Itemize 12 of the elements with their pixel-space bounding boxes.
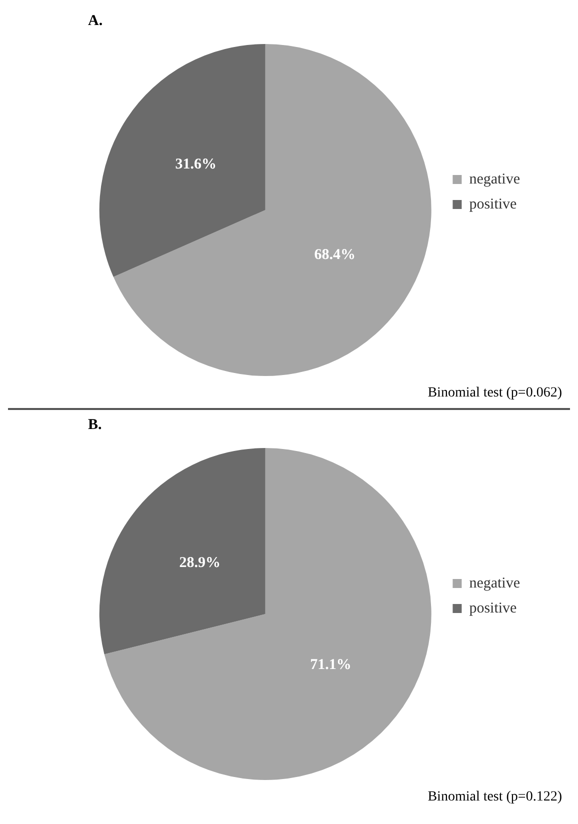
data-label: 71.1% <box>310 656 352 673</box>
data-label: 31.6% <box>175 156 216 173</box>
data-label: 68.4% <box>314 247 356 264</box>
text: Binomial test (p=0.062) <box>428 386 562 401</box>
legend-label: positive <box>469 196 518 212</box>
legend-label: negative <box>469 575 520 592</box>
data-label: 28.9% <box>179 554 221 571</box>
chart-title: B. <box>88 416 102 433</box>
legend-label: negative <box>469 171 520 188</box>
chart-title: A. <box>88 12 103 29</box>
legend-label: positive <box>469 600 518 616</box>
text: Binomial test (p=0.122) <box>428 790 562 805</box>
